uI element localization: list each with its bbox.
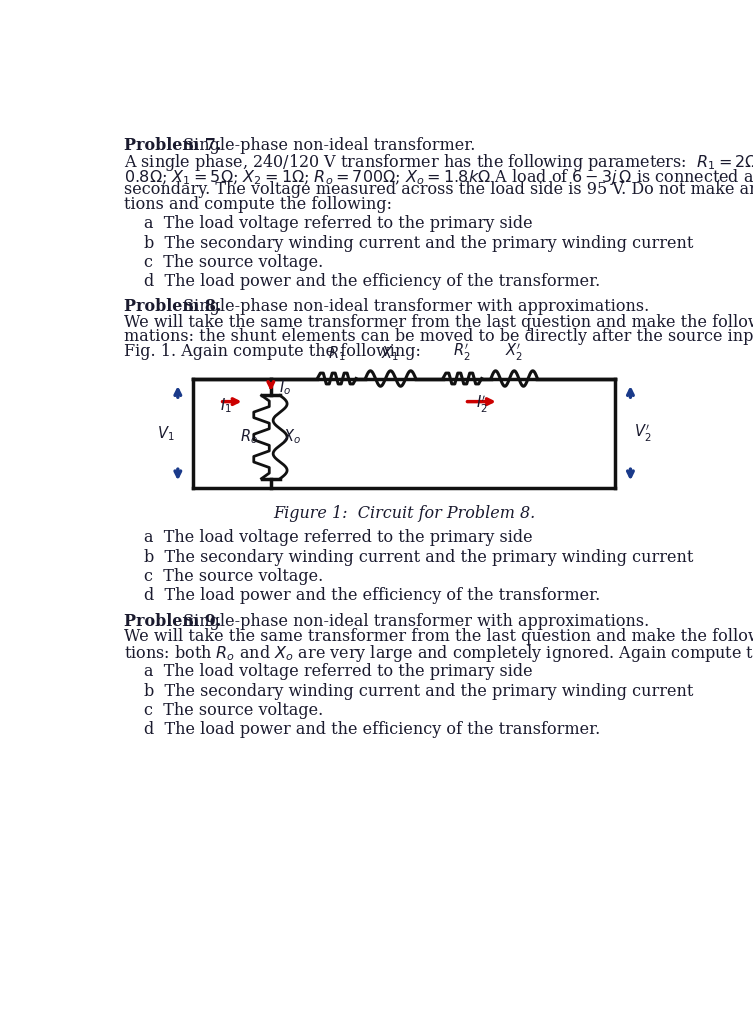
Text: $I_1$: $I_1$ [220,396,232,415]
Text: b  The secondary winding current and the primary winding current: b The secondary winding current and the … [145,234,694,252]
Text: a  The load voltage referred to the primary side: a The load voltage referred to the prima… [145,215,533,232]
Text: $I_2'$: $I_2'$ [476,393,487,415]
Text: Fig. 1. Again compute the following:: Fig. 1. Again compute the following: [123,343,420,360]
Text: c  The source voltage.: c The source voltage. [145,701,324,719]
Text: a  The load voltage referred to the primary side: a The load voltage referred to the prima… [145,664,533,680]
Text: d  The load power and the efficiency of the transformer.: d The load power and the efficiency of t… [145,587,601,604]
Text: a  The load voltage referred to the primary side: a The load voltage referred to the prima… [145,529,533,547]
Text: Single-phase non-ideal transformer.: Single-phase non-ideal transformer. [178,137,475,154]
Text: tions: both $R_o$ and $X_o$ are very large and completely ignored. Again compute: tions: both $R_o$ and $X_o$ are very lar… [123,643,753,664]
Text: Single-phase non-ideal transformer with approximations.: Single-phase non-ideal transformer with … [178,612,649,630]
Text: $R_o$: $R_o$ [240,428,258,446]
Text: $R_1$: $R_1$ [328,344,346,364]
Text: $V_2'$: $V_2'$ [633,423,651,443]
Text: $V_1$: $V_1$ [157,424,175,442]
Text: $X_1$: $X_1$ [382,344,400,364]
Text: b  The secondary winding current and the primary winding current: b The secondary winding current and the … [145,683,694,699]
Text: We will take the same transformer from the last question and make the following : We will take the same transformer from t… [123,313,753,331]
Text: Figure 1:  Circuit for Problem 8.: Figure 1: Circuit for Problem 8. [273,505,535,522]
Text: $0.8\Omega$; $X_1 = 5\Omega$; $X_2 = 1\Omega$; $R_o = 700\Omega$; $X_o = 1.8k\Om: $0.8\Omega$; $X_1 = 5\Omega$; $X_2 = 1\O… [123,167,753,186]
Text: tions and compute the following:: tions and compute the following: [123,196,392,213]
Text: $X_o$: $X_o$ [283,428,302,446]
Text: $X_2'$: $X_2'$ [505,342,523,364]
Text: c  The source voltage.: c The source voltage. [145,254,324,270]
Text: Single-phase non-ideal transformer with approximations.: Single-phase non-ideal transformer with … [178,298,649,315]
Text: mations: the shunt elements can be moved to be directly after the source input a: mations: the shunt elements can be moved… [123,329,753,345]
Text: secondary. The voltage measured across the load side is 95 V. Do not make any ap: secondary. The voltage measured across t… [123,181,753,199]
Text: Problem 9.: Problem 9. [123,612,221,630]
Text: $R_2'$: $R_2'$ [453,342,471,364]
Text: Problem 7.: Problem 7. [123,137,221,154]
Text: We will take the same transformer from the last question and make the following : We will take the same transformer from t… [123,628,753,645]
Text: d  The load power and the efficiency of the transformer.: d The load power and the efficiency of t… [145,273,601,290]
Text: A single phase, 240/120 V transformer has the following parameters:  $R_1 = 2\Om: A single phase, 240/120 V transformer ha… [123,153,753,173]
Text: c  The source voltage.: c The source voltage. [145,568,324,585]
Text: $I_o$: $I_o$ [279,378,291,396]
Text: b  The secondary winding current and the primary winding current: b The secondary winding current and the … [145,549,694,565]
Text: d  The load power and the efficiency of the transformer.: d The load power and the efficiency of t… [145,721,601,738]
Text: Problem 8.: Problem 8. [123,298,221,315]
